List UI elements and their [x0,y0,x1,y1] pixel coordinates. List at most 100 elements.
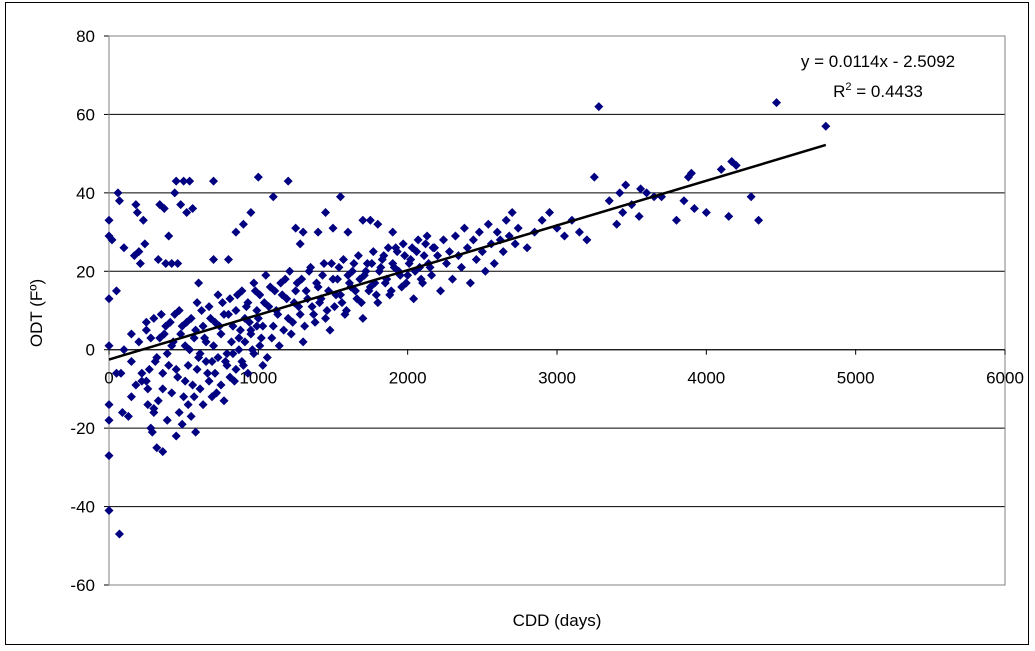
data-point [146,333,156,343]
data-point [253,172,263,182]
x-tick-labels: 0 1000 2000 3000 4000 5000 6000 [104,349,1024,388]
data-point [310,317,320,327]
y-tick-label: 20 [76,262,95,281]
data-point [347,266,357,276]
data-point [462,243,472,253]
data-point [480,266,490,276]
data-point [621,180,631,190]
data-point [114,196,124,206]
data-point [315,298,325,308]
data-point [273,309,283,319]
data-point [498,247,508,257]
data-point [180,341,190,351]
data-point [321,313,331,323]
data-point [373,219,383,229]
data-point [329,302,339,312]
data-point [167,258,177,268]
data-point [204,302,214,312]
data-point [235,325,245,335]
data-point [582,235,592,245]
data-point [513,223,523,233]
data-point [143,384,153,394]
data-point [219,396,229,406]
data-point [270,286,280,296]
data-point [401,278,411,288]
data-point [177,321,187,331]
data-point [439,235,449,245]
data-point [436,286,446,296]
data-point [195,384,205,394]
data-point [240,337,250,347]
data-point [377,255,387,265]
data-point [149,313,159,323]
data-point [167,388,177,398]
data-point [298,337,308,347]
data-point [686,168,696,178]
data-point [135,258,145,268]
data-point [189,392,199,402]
data-point [522,243,532,253]
data-point [171,176,181,186]
data-point [137,376,147,386]
data-point [158,384,168,394]
data-point [282,294,292,304]
r2-prefix: R [833,82,845,101]
data-point [201,337,211,347]
data-point [104,341,114,351]
y-tick-labels: -60 -40 -20 0 20 40 60 80 [70,27,95,595]
data-point [158,368,168,378]
data-point [191,427,201,437]
data-point [383,243,393,253]
data-point [162,349,172,359]
data-point [119,243,129,253]
data-point [153,255,163,265]
data-point [249,278,259,288]
data-point [365,282,375,292]
data-point [171,431,181,441]
data-point [131,200,141,210]
data-point [618,207,628,217]
data-point [186,313,196,323]
data-point [456,262,466,272]
x-axis-title: CDD (days) [513,611,602,630]
data-point [362,258,372,268]
data-point [409,294,419,304]
data-point [194,278,204,288]
trendline-r2: R2 = 0.4433 [833,81,923,101]
data-point [368,247,378,257]
y-tick-label: -20 [70,419,95,438]
data-point [337,298,347,308]
data-point [332,274,342,284]
data-point [772,98,782,108]
data-point [104,505,114,515]
data-point [246,207,256,217]
data-point [141,317,151,327]
data-point [349,258,359,268]
data-point [158,447,168,457]
data-point [209,255,219,265]
data-point [114,529,124,539]
data-point [132,207,142,217]
data-point [143,400,153,410]
data-point [249,349,259,359]
data-point [307,302,317,312]
data-point [243,298,253,308]
data-point [138,215,148,225]
data-point [373,298,383,308]
data-point [113,188,123,198]
data-point [219,309,229,319]
data-point [183,400,193,410]
data-point [238,219,248,229]
data-point [131,380,141,390]
data-point [104,215,114,225]
data-point [237,356,247,366]
data-point [111,368,121,378]
data-point [335,290,345,300]
data-point [386,286,396,296]
data-point [252,306,262,315]
data-point [243,368,253,378]
data-point [252,321,262,331]
data-point [107,235,117,245]
data-point [286,329,296,339]
data-point [689,204,699,214]
